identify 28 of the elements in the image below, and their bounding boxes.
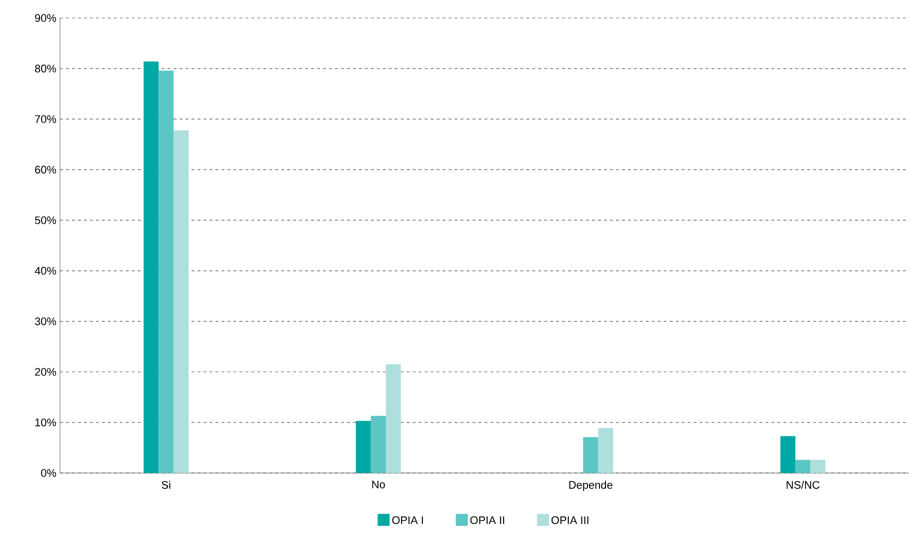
x-tick-label: No: [372, 480, 385, 488]
bar: [386, 364, 401, 473]
bar: [795, 460, 810, 473]
x-tick-label: Depende: [569, 480, 612, 491]
y-tick-label: 0%: [41, 469, 56, 477]
y-tick-label: 70%: [35, 115, 56, 123]
legend-label: OPIA I: [392, 516, 423, 524]
y-tick-label: 90%: [35, 14, 56, 22]
x-tick-label: Si: [162, 480, 170, 489]
y-tick-label: 40%: [34, 266, 56, 275]
bar: [598, 428, 614, 473]
bar: [356, 420, 371, 473]
y-tick-label: 80%: [35, 64, 56, 72]
bar: [583, 437, 598, 473]
bar: [174, 130, 189, 473]
bar: [158, 70, 174, 473]
bar: [144, 61, 159, 473]
bar: [370, 416, 386, 473]
x-tick-label: NS/NC: [786, 480, 820, 489]
y-tick-label: 50%: [34, 216, 56, 224]
y-tick-label: 60%: [35, 166, 56, 174]
legend-label: OPIA III: [552, 516, 588, 524]
bar: [780, 436, 796, 473]
y-tick-label: 30%: [34, 317, 56, 326]
y-tick-label: 20%: [35, 368, 56, 376]
bar: [810, 460, 826, 473]
legend-label: OPIA II: [470, 516, 504, 524]
y-tick-label: 10%: [35, 418, 56, 426]
